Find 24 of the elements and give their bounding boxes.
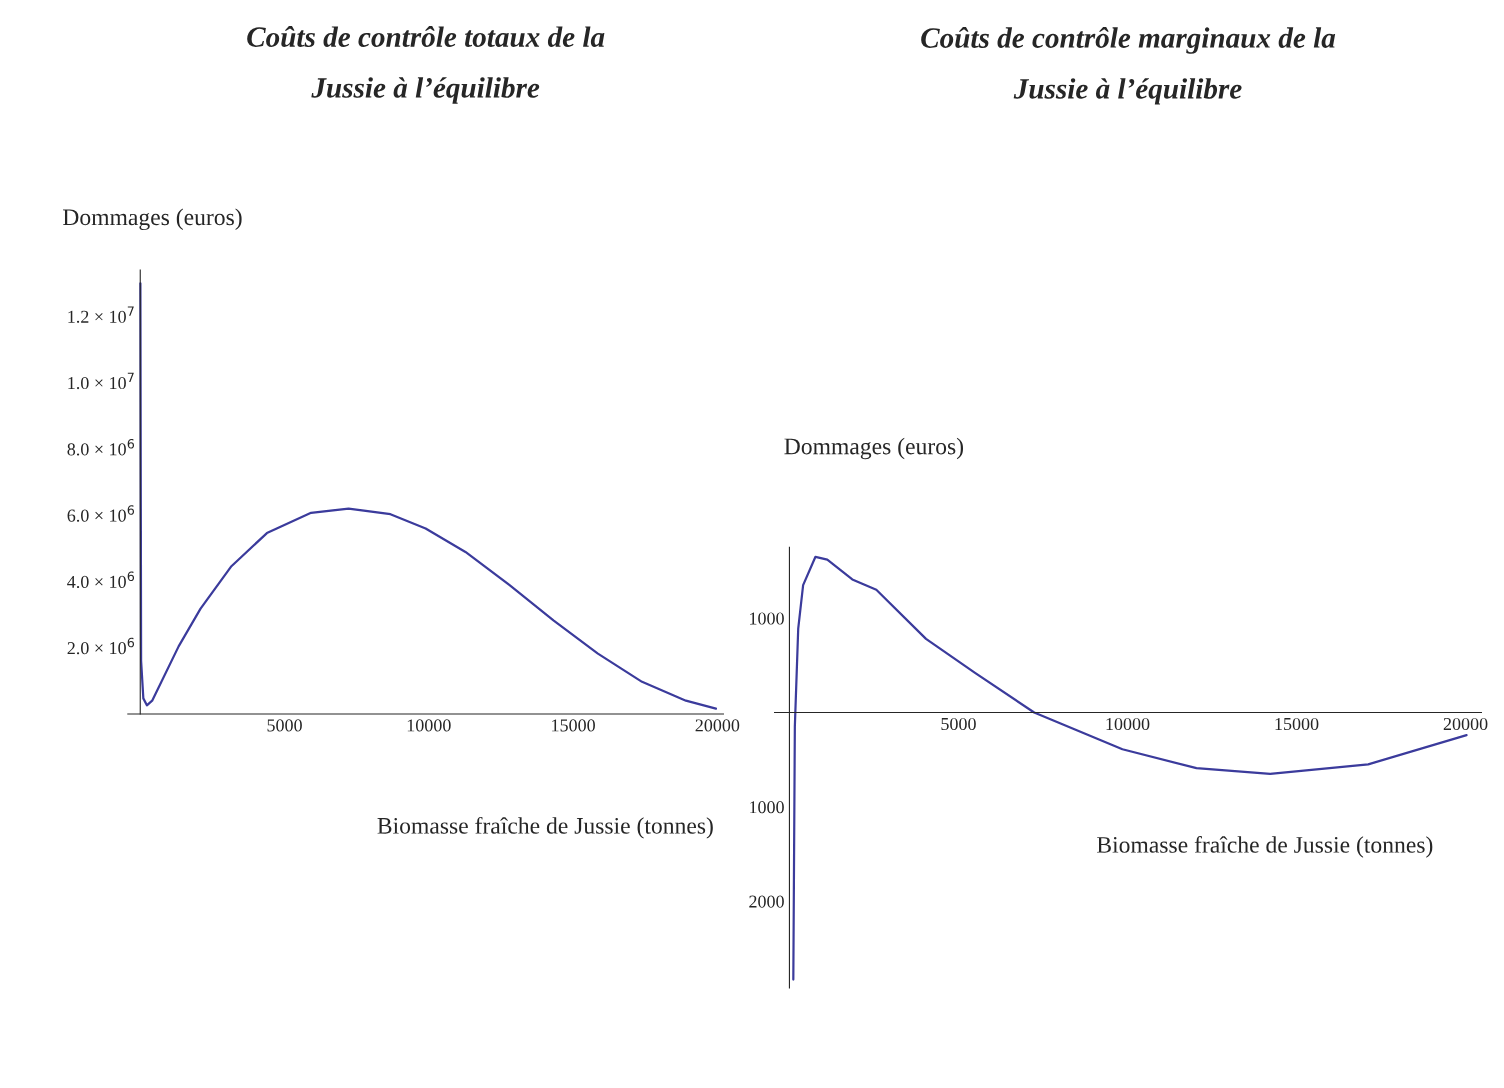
x-tick-label: 5000 <box>941 717 976 731</box>
x-axis-title: Biomasse fraîche de Jussie (tonnes) <box>1097 835 1433 858</box>
x-tick-label: 10000 <box>407 719 451 732</box>
x-tick-label: 15000 <box>1275 717 1319 731</box>
y-tick-label: 2.0 × 10$^{6}$ <box>67 637 135 655</box>
y-tick-label: 1000 <box>750 801 784 814</box>
y-tick-label: 4.0 × 10$^{6}$ <box>67 571 135 589</box>
chart-title: Coûts de contrôle marginaux de la Jussie à l’équilibre <box>921 27 1336 105</box>
x-axis-title: Biomasse fraîche de Jussie (tonnes) <box>377 816 713 839</box>
y-tick-label: 1.2 × 10$^{7}$ <box>68 306 134 323</box>
y-tick-label: 6.0 × 10$^{6}$ <box>67 505 135 522</box>
chart-title: Coûts de contrôle totaux de la Jussie à l’équilibre <box>247 26 605 104</box>
x-tick-label: 20000 <box>1443 717 1488 731</box>
y-tick-label: 1.0 × 10$^{7}$ <box>68 372 134 390</box>
x-tick-label: 10000 <box>1106 717 1150 731</box>
y-tick-label: 1000 <box>750 612 784 625</box>
x-tick-label: 15000 <box>552 719 595 732</box>
y-axis-title: Dommages (euros) <box>784 437 964 460</box>
y-tick-label: 2000 <box>749 895 784 908</box>
x-tick-label: 5000 <box>267 719 302 732</box>
line-series <box>139 282 718 710</box>
y-tick-label: 8.0 × 10$^{6}$ <box>67 438 135 456</box>
y-axis-title: Dommages (euros) <box>63 208 242 231</box>
x-tick-label: 20000 <box>695 719 740 732</box>
